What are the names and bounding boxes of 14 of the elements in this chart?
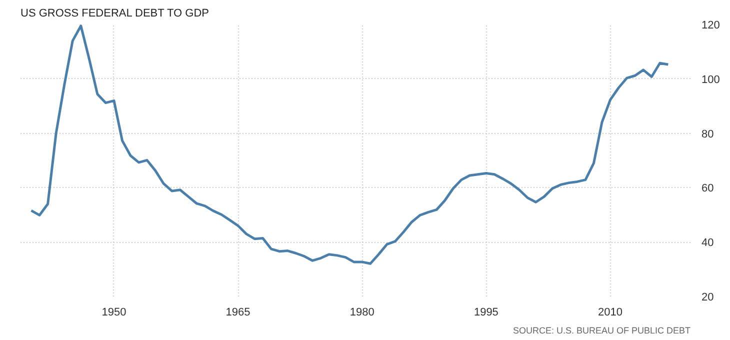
chart-title: US GROSS FEDERAL DEBT TO GDP xyxy=(20,8,209,20)
x-tick-label: 1995 xyxy=(474,306,498,318)
x-tick-label: 1965 xyxy=(226,306,250,318)
y-tick-label: 120 xyxy=(702,20,720,32)
y-tick-label: 60 xyxy=(702,182,714,195)
y-tick-label: 40 xyxy=(702,237,714,250)
x-tick-label: 1950 xyxy=(102,306,126,318)
x-tick-label: 1980 xyxy=(350,306,374,318)
x-tick-label: 2010 xyxy=(598,306,623,318)
source-note: SOURCE: U.S. BUREAU OF PUBLIC DEBT xyxy=(512,326,691,336)
y-tick-label: 100 xyxy=(702,74,720,86)
line-series xyxy=(30,24,670,265)
y-tick-label: 80 xyxy=(702,128,714,140)
y-tick-label: 20 xyxy=(702,292,714,304)
